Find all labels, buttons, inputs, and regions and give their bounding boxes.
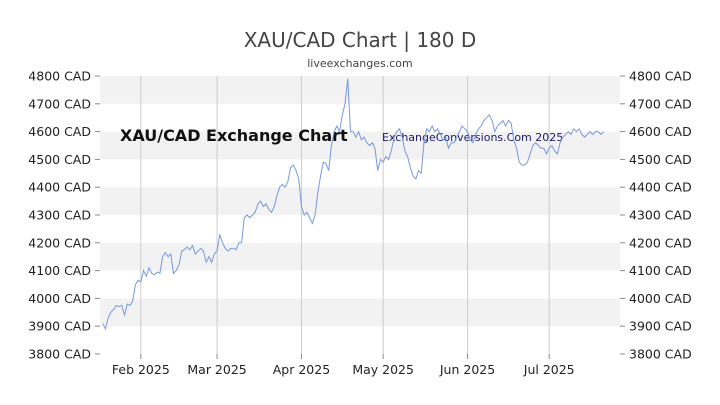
grid-band bbox=[100, 215, 620, 243]
y-tick-label-right: 3800 CAD bbox=[629, 347, 692, 362]
y-tick-label-left: 4200 CAD bbox=[28, 235, 91, 250]
y-axis-left: 3800 CAD 3900 CAD 4000 CAD 4100 CAD 4200 CAD… bbox=[28, 69, 100, 362]
series-line bbox=[102, 78, 605, 331]
vertical-gridlines bbox=[140, 76, 550, 354]
y-tick-label-right: 4700 CAD bbox=[629, 96, 692, 111]
chart-subtitle: liveexchanges.com bbox=[307, 57, 412, 70]
x-tick-label: Mar 2025 bbox=[187, 362, 246, 377]
y-tick-label-left: 4500 CAD bbox=[28, 152, 91, 167]
y-tick-label-left: 4600 CAD bbox=[28, 124, 91, 139]
grid-band bbox=[100, 187, 620, 215]
grid-band bbox=[100, 270, 620, 299]
y-tick-label-left: 4700 CAD bbox=[28, 96, 91, 111]
y-tick-label-right: 4400 CAD bbox=[629, 180, 692, 195]
y-tick-label-left: 3800 CAD bbox=[28, 347, 91, 362]
x-tick-label: Jul 2025 bbox=[523, 362, 575, 377]
grid-band bbox=[100, 159, 620, 188]
y-tick-label-right: 3900 CAD bbox=[629, 319, 692, 334]
grid-band bbox=[100, 76, 620, 104]
x-axis: Feb 2025 Mar 2025 Apr 2025 May 2025 Jun 2025… bbox=[112, 354, 575, 377]
y-tick-label-right: 4800 CAD bbox=[629, 69, 692, 84]
y-axis-right: 3800 CAD 3900 CAD 4000 CAD 4100 CAD 4200 CAD… bbox=[620, 69, 692, 362]
y-tick-label-right: 4000 CAD bbox=[629, 291, 692, 306]
y-tick-label-right: 4200 CAD bbox=[629, 235, 692, 250]
chart-watermark: XAU/CAD Exchange Chart bbox=[120, 126, 348, 145]
y-tick-label-right: 4500 CAD bbox=[629, 152, 692, 167]
y-tick-label-left: 4400 CAD bbox=[28, 180, 91, 195]
y-tick-label-left: 4800 CAD bbox=[28, 69, 91, 84]
y-tick-label-left: 4300 CAD bbox=[28, 208, 91, 223]
chart-title: XAU/CAD Chart | 180 D bbox=[244, 28, 477, 52]
x-tick-label: Jun 2025 bbox=[439, 362, 495, 377]
y-tick-label-left: 4100 CAD bbox=[28, 263, 91, 278]
background-bands bbox=[100, 76, 620, 354]
grid-band bbox=[100, 298, 620, 327]
grid-band bbox=[100, 326, 620, 354]
y-tick-label-right: 4300 CAD bbox=[629, 208, 692, 223]
x-tick-label: Apr 2025 bbox=[273, 362, 330, 377]
x-tick-label: Feb 2025 bbox=[112, 362, 170, 377]
source-watermark: ExchangeConversions.Com 2025 bbox=[382, 131, 563, 144]
x-tick-label: May 2025 bbox=[352, 362, 414, 377]
y-tick-label-right: 4100 CAD bbox=[629, 263, 692, 278]
y-tick-label-right: 4600 CAD bbox=[629, 124, 692, 139]
y-tick-label-left: 4000 CAD bbox=[28, 291, 91, 306]
y-tick-label-left: 3900 CAD bbox=[28, 319, 91, 334]
grid-band bbox=[100, 103, 620, 132]
